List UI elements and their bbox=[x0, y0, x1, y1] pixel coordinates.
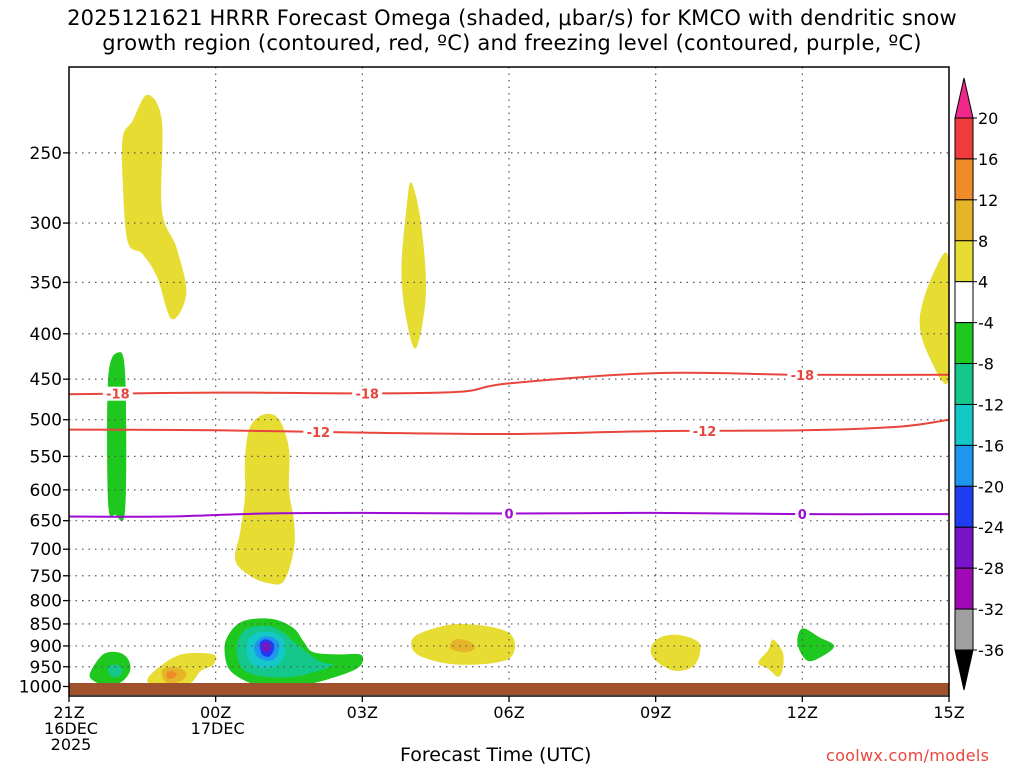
colorbar-label-8: 8 bbox=[978, 232, 988, 251]
omega-region-1 bbox=[401, 182, 427, 349]
y-tick-label-450: 450 bbox=[30, 370, 62, 390]
dendritic-contour-label: -12 bbox=[693, 425, 717, 440]
omega-region-3 bbox=[234, 413, 295, 585]
dendritic-contour-label: -18 bbox=[355, 387, 379, 402]
omega-region-7 bbox=[650, 634, 701, 671]
omega-region-20 bbox=[261, 641, 271, 653]
dendritic-contour-1 bbox=[68, 418, 950, 436]
y-tick-label-700: 700 bbox=[30, 540, 62, 560]
colorbar-label--4: -4 bbox=[978, 314, 994, 333]
x-tick-label-17DEC: 17DEC bbox=[191, 719, 245, 738]
y-tick-label-950: 950 bbox=[30, 658, 62, 678]
dendritic-label-bg bbox=[787, 367, 818, 382]
y-tick-label-300: 300 bbox=[30, 214, 62, 234]
omega-region-9 bbox=[797, 628, 835, 662]
omega-region-6 bbox=[449, 639, 475, 653]
y-tick-label-600: 600 bbox=[30, 481, 62, 501]
freezing-level-label-bg bbox=[502, 506, 516, 521]
y-tick-label-1000: 1000 bbox=[19, 677, 62, 697]
y-tick-label-900: 900 bbox=[30, 637, 62, 657]
dendritic-label-bg bbox=[102, 386, 133, 401]
omega-region-4 bbox=[107, 352, 127, 522]
x-tick-label-09Z: 09Z bbox=[640, 703, 671, 722]
colorbar: 20 16 12 8 4 -4 -8 -12 -16 -20 -24 -28 -32 -36 bbox=[954, 77, 1004, 691]
omega-region-8 bbox=[758, 639, 784, 677]
dendritic-contour-label: -12 bbox=[307, 426, 331, 441]
colorbar-box bbox=[954, 526, 974, 569]
x-tick-label-12Z: 12Z bbox=[787, 703, 818, 722]
x-tick-label-06Z: 06Z bbox=[493, 703, 524, 722]
y-tick-label-750: 750 bbox=[30, 567, 62, 587]
omega-region-2 bbox=[919, 252, 949, 384]
y-tick-label-400: 400 bbox=[30, 325, 62, 345]
x-tick-label-00Z: 00Z bbox=[200, 703, 231, 722]
colorbar-box bbox=[954, 199, 974, 242]
chart-title: 2025121621 HRRR Forecast Omega (shaded, … bbox=[0, 6, 1024, 56]
contour-layer: -18 -18 -18 -12 -12 0 0 bbox=[68, 367, 950, 523]
title-line-2: growth region (contoured, red, ºC) and f… bbox=[102, 31, 922, 55]
colorbar-label-12: 12 bbox=[978, 191, 998, 210]
freezing-level-contour-label: 0 bbox=[798, 508, 807, 523]
y-tick-label-800: 800 bbox=[30, 592, 62, 612]
colorbar-label--28: -28 bbox=[978, 559, 1004, 578]
colorbar-top-arrow bbox=[954, 77, 974, 119]
omega-region-12 bbox=[166, 670, 177, 679]
omega-region-0 bbox=[121, 94, 187, 320]
colorbar-box bbox=[954, 403, 974, 446]
x-tick-label-21Z: 21Z bbox=[53, 703, 84, 722]
colorbar-label--36: -36 bbox=[978, 641, 1004, 660]
colorbar-label-16: 16 bbox=[978, 150, 998, 169]
y-tick-label-500: 500 bbox=[30, 411, 62, 431]
y-tick-label-850: 850 bbox=[30, 615, 62, 635]
x-tick-label-03Z: 03Z bbox=[347, 703, 378, 722]
dendritic-label-bg bbox=[352, 386, 383, 401]
colorbar-box bbox=[954, 281, 974, 324]
dendritic-label-bg bbox=[689, 423, 720, 438]
colorbar-label-20: 20 bbox=[978, 109, 998, 128]
y-tick-label-250: 250 bbox=[30, 144, 62, 164]
x-axis-label: Forecast Time (UTC) bbox=[400, 744, 592, 766]
site-credit: coolwx.com/models bbox=[826, 746, 990, 765]
colorbar-box bbox=[954, 117, 974, 160]
colorbar-label--12: -12 bbox=[978, 395, 1004, 414]
omega-region-14 bbox=[107, 664, 123, 678]
colorbar-label-4: 4 bbox=[978, 273, 988, 292]
colorbar-box bbox=[954, 158, 974, 201]
colorbar-box bbox=[954, 240, 974, 283]
colorbar-box bbox=[954, 444, 974, 487]
colorbar-label--24: -24 bbox=[978, 518, 1004, 537]
x-tick-label-2025: 2025 bbox=[51, 735, 92, 754]
colorbar-box bbox=[954, 322, 974, 365]
title-line-1: 2025121621 HRRR Forecast Omega (shaded, … bbox=[67, 6, 957, 30]
colorbar-box bbox=[954, 567, 974, 610]
dendritic-contour-label: -18 bbox=[791, 369, 815, 384]
colorbar-box bbox=[954, 485, 974, 528]
ground-bar bbox=[69, 683, 949, 695]
x-tick-label-16DEC: 16DEC bbox=[44, 719, 98, 738]
gridlines bbox=[69, 67, 949, 696]
colorbar-bottom-arrow bbox=[954, 649, 974, 691]
x-tick-label-15Z: 15Z bbox=[933, 703, 964, 722]
dendritic-label-bg bbox=[303, 424, 334, 439]
colorbar-label--8: -8 bbox=[978, 355, 994, 374]
y-axis: 2503003504004505005506006507007508008509… bbox=[19, 144, 69, 697]
freezing-level-contour-label: 0 bbox=[504, 508, 513, 523]
y-tick-label-350: 350 bbox=[30, 273, 62, 293]
y-tick-label-550: 550 bbox=[30, 447, 62, 467]
colorbar-box bbox=[954, 608, 974, 651]
y-tick-label-650: 650 bbox=[30, 512, 62, 532]
colorbar-label--32: -32 bbox=[978, 600, 1004, 619]
freezing-level-label-bg bbox=[795, 507, 810, 522]
colorbar-box bbox=[954, 363, 974, 405]
colorbar-label--20: -20 bbox=[978, 477, 1004, 496]
dendritic-contour-label: -18 bbox=[106, 388, 130, 403]
colorbar-label--16: -16 bbox=[978, 436, 1004, 455]
